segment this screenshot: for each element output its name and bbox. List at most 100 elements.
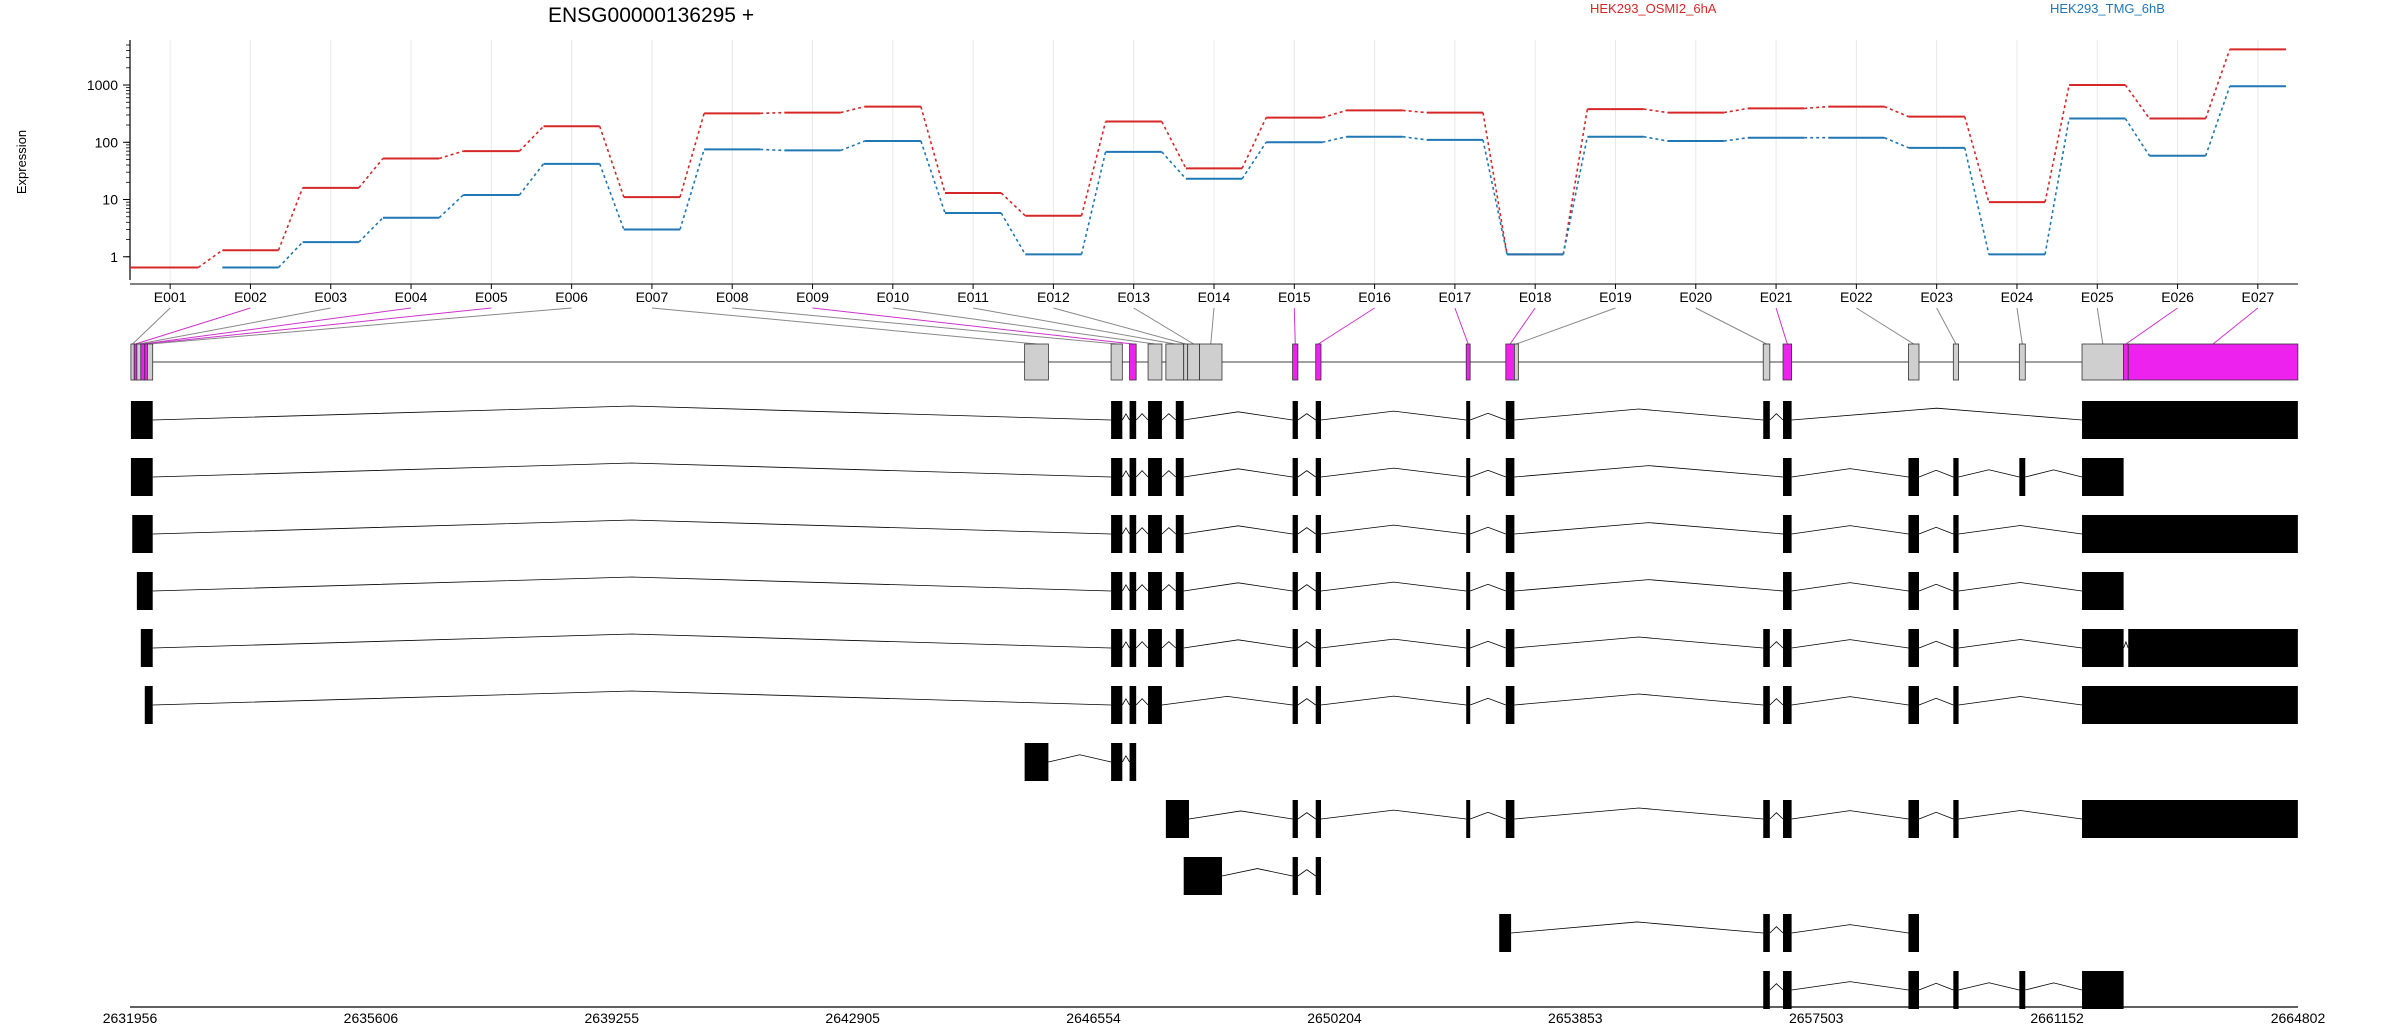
intron-line bbox=[1791, 468, 1909, 478]
series-connector bbox=[277, 241, 304, 269]
transcript-exon bbox=[1953, 686, 1959, 724]
transcript-exon bbox=[136, 572, 153, 610]
intron-line bbox=[1769, 812, 1784, 820]
series-connector bbox=[1562, 136, 1589, 255]
transcript-exon bbox=[1763, 686, 1770, 724]
link-E002 bbox=[135, 307, 251, 345]
transcript-exon bbox=[1175, 401, 1184, 439]
gridlines bbox=[169, 40, 2259, 284]
transcript-exon bbox=[1953, 515, 1959, 553]
intron-line bbox=[1188, 810, 1293, 820]
series-connector bbox=[760, 148, 785, 152]
x-tick-label: E018 bbox=[1519, 289, 1552, 305]
intron-line bbox=[1135, 698, 1149, 706]
exon-E017 bbox=[1465, 343, 1471, 381]
intron-line bbox=[1320, 467, 1467, 478]
intron-line bbox=[1791, 582, 1909, 592]
transcript-exon bbox=[1183, 857, 1222, 895]
series-connector bbox=[2044, 84, 2070, 203]
transcript-exon bbox=[1148, 572, 1162, 610]
transcript-7 bbox=[1024, 743, 1137, 781]
intron-line bbox=[1183, 468, 1293, 478]
transcript-exon bbox=[1315, 800, 1321, 838]
x-tick-label: E011 bbox=[957, 289, 989, 305]
intron-line bbox=[1135, 584, 1149, 592]
intron-line bbox=[1791, 981, 1909, 991]
x-tick-label: E003 bbox=[314, 289, 347, 305]
intron-line bbox=[1791, 696, 1909, 706]
intron-line bbox=[1121, 584, 1130, 592]
x-tick-label: E013 bbox=[1117, 289, 1150, 305]
intron-line bbox=[1161, 695, 1293, 706]
link-E005 bbox=[146, 307, 492, 345]
transcript-exon bbox=[2082, 401, 2298, 439]
expression-series bbox=[130, 48, 2286, 269]
transcript-exon bbox=[130, 458, 153, 496]
intron-line bbox=[152, 462, 1112, 478]
intron-line bbox=[1769, 641, 1784, 649]
transcript-exon bbox=[1315, 515, 1321, 553]
intron-line bbox=[152, 519, 1112, 535]
x-tick-label: E027 bbox=[2242, 289, 2275, 305]
transcript-exon bbox=[1953, 800, 1959, 838]
transcript-exon bbox=[1292, 515, 1298, 553]
intron-line bbox=[1297, 413, 1316, 421]
transcript-2 bbox=[130, 458, 2124, 496]
transcript-exon bbox=[1505, 401, 1515, 439]
series-connector bbox=[1161, 121, 1187, 169]
intron-line bbox=[1918, 697, 1954, 706]
series-connector bbox=[1322, 109, 1347, 119]
transcript-exon bbox=[1315, 686, 1321, 724]
transcript-exon bbox=[2082, 686, 2298, 724]
x-tick-label: E023 bbox=[1920, 289, 1953, 305]
intron-line bbox=[1297, 812, 1316, 820]
genome-tick-label: 2646554 bbox=[1066, 1010, 1121, 1026]
transcript-exon bbox=[1953, 971, 1959, 1009]
link-E003 bbox=[138, 307, 331, 345]
exon-E006 bbox=[147, 343, 154, 381]
series-connector bbox=[1643, 135, 1668, 142]
intron-line bbox=[1958, 469, 2020, 478]
transcript-exon bbox=[2082, 458, 2124, 496]
transcript-exon bbox=[1315, 857, 1321, 895]
exon-E009 bbox=[1129, 343, 1137, 381]
transcript-11 bbox=[1763, 971, 2124, 1009]
transcript-exon bbox=[1111, 629, 1123, 667]
series-connector bbox=[920, 140, 946, 214]
transcript-exon bbox=[2128, 629, 2298, 667]
transcript-5 bbox=[140, 629, 2298, 667]
series-connector bbox=[438, 194, 464, 219]
transcript-exon bbox=[1763, 401, 1770, 439]
transcript-exon bbox=[1953, 572, 1959, 610]
intron-line bbox=[152, 405, 1112, 421]
exon-E001 bbox=[130, 343, 135, 381]
transcript-exon bbox=[1111, 743, 1123, 781]
exon-E003 bbox=[136, 343, 142, 381]
x-tick-label: E008 bbox=[716, 289, 749, 305]
intron-line bbox=[1135, 527, 1149, 535]
series-connector bbox=[197, 249, 223, 269]
transcript-exon bbox=[1315, 401, 1321, 439]
intron-line bbox=[1161, 470, 1177, 478]
transcript-exon bbox=[1292, 629, 1298, 667]
chart-title: ENSG00000136295 + bbox=[548, 4, 754, 27]
transcript-4 bbox=[136, 572, 2124, 610]
intron-line bbox=[2123, 640, 2129, 649]
link-E016 bbox=[1318, 307, 1375, 345]
intron-line bbox=[1183, 582, 1293, 592]
transcript-exon bbox=[1908, 572, 1919, 610]
y-axis-label: Expression bbox=[14, 130, 29, 194]
transcript-exon bbox=[1763, 971, 1770, 1009]
transcript-exon bbox=[1908, 458, 1919, 496]
intron-line bbox=[152, 690, 1112, 706]
link-E025 bbox=[2096, 307, 2104, 345]
series-connector bbox=[1241, 141, 1267, 180]
transcript-exon bbox=[1129, 629, 1137, 667]
transcript-exon bbox=[1908, 914, 1919, 952]
transcript-exon bbox=[1499, 914, 1512, 952]
genome-tick-label: 2639255 bbox=[585, 1010, 640, 1026]
transcript-exon bbox=[1505, 458, 1515, 496]
series-connector bbox=[840, 140, 866, 152]
intron-line bbox=[1297, 869, 1316, 877]
series-connector bbox=[518, 125, 545, 152]
